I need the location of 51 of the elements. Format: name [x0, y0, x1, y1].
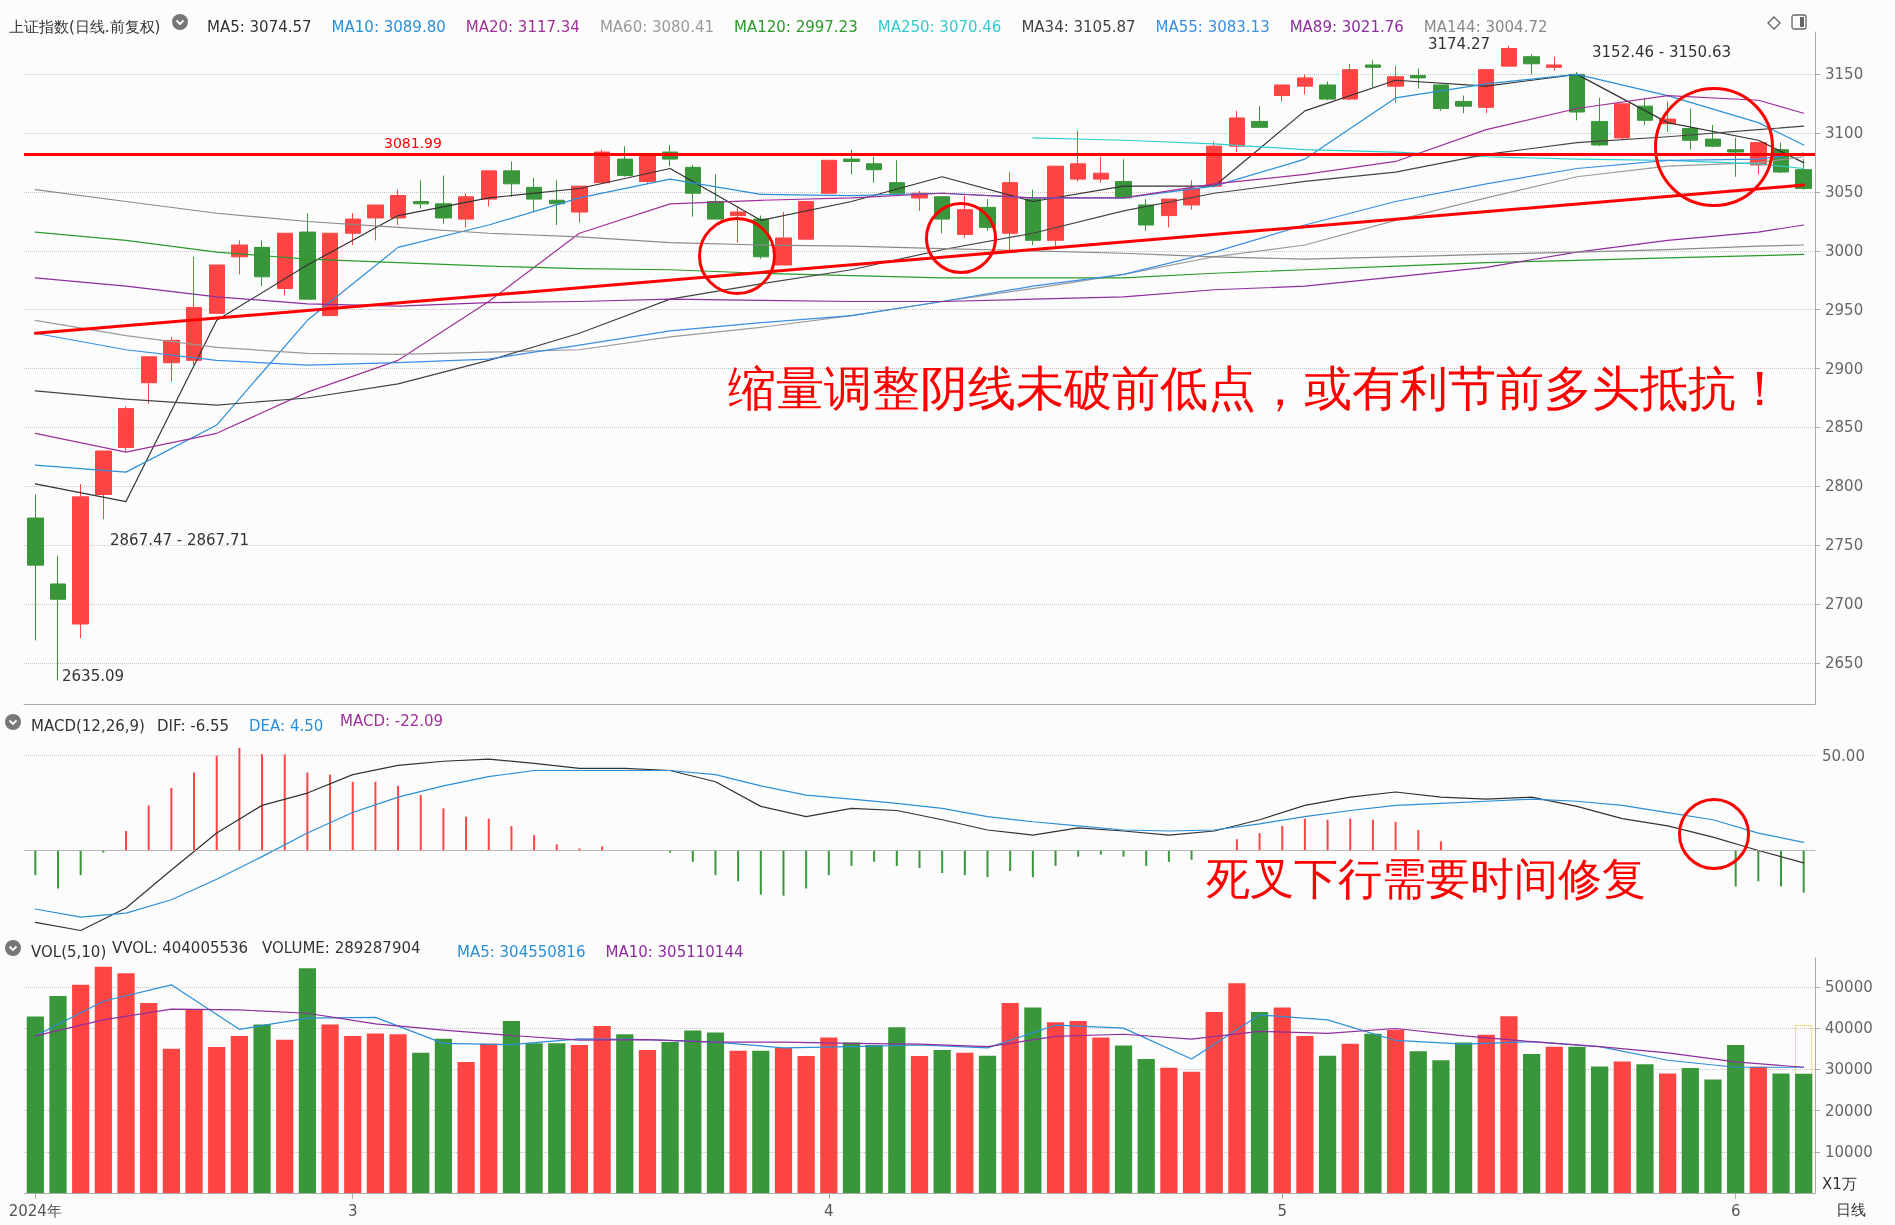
annotation: 3152.46 - 3150.63	[1592, 43, 1732, 61]
text: MA60: 3080.41	[599, 17, 715, 36]
chart-title: MACD(12,26,9)	[31, 716, 145, 735]
x-tick-label: 3	[347, 1201, 358, 1220]
x-tick-label: 6	[1730, 1201, 1741, 1220]
text: MA10: 305110144	[605, 942, 744, 961]
text: MA10: 3089.80	[331, 17, 446, 36]
annotation: 死叉下行需要时间修复	[1206, 852, 1646, 904]
text: MA89: 3021.76	[1289, 17, 1404, 36]
text: MA55: 3083.13	[1155, 17, 1270, 36]
y-tick-label: 2850	[1825, 418, 1864, 437]
y-tick-label: 3050	[1825, 183, 1864, 202]
annotation: 3174.27	[1427, 35, 1490, 53]
text: MA120: 2997.23	[734, 17, 858, 36]
x-tick-label: 4	[824, 1201, 834, 1220]
text: VOLUME: 289287904	[262, 939, 421, 957]
y-tick-label: 2800	[1825, 477, 1864, 496]
y-tick-label: 10000	[1825, 1142, 1873, 1161]
y-tick-label: 20000	[1825, 1101, 1873, 1120]
y-tick-label: 3000	[1825, 241, 1864, 260]
text: 日线	[1836, 1201, 1866, 1219]
y-tick-label: 3150	[1825, 65, 1864, 84]
y-tick-label: 2650	[1825, 653, 1864, 672]
annotation: 2867.47 - 2867.71	[110, 531, 250, 549]
text: MACD: -22.09	[340, 712, 444, 730]
y-tick-label: 3100	[1825, 124, 1864, 143]
text: DEA: 4.50	[249, 716, 324, 735]
text: VVOL: 404005536	[112, 939, 249, 957]
y-tick-label: 2900	[1825, 359, 1864, 378]
text: MA5: 304550816	[457, 942, 586, 961]
annotation: 缩量调整阴线未破前低点，或有利节前多头抵抗！	[728, 360, 1784, 416]
text: MA250: 3070.46	[877, 17, 1002, 36]
text: MA20: 3117.34	[465, 17, 580, 36]
y-tick-label: 2700	[1825, 594, 1864, 613]
y-tick-label: 30000	[1825, 1060, 1873, 1079]
y-tick-label: 2950	[1825, 300, 1864, 319]
text: DIF: -6.55	[157, 716, 230, 735]
annotation: 2635.09	[62, 667, 125, 685]
text: X1万	[1822, 1175, 1857, 1193]
text: MA144: 3004.72	[1423, 17, 1548, 36]
y-tick-label: 50000	[1825, 977, 1873, 996]
text: 50.00	[1822, 747, 1865, 765]
x-tick-label: 2024年	[8, 1201, 62, 1220]
x-tick-label: 5	[1277, 1201, 1288, 1220]
y-tick-label: 2750	[1825, 536, 1864, 555]
text: MA5: 3074.57	[207, 17, 312, 36]
text: MA34: 3105.87	[1021, 17, 1136, 36]
chart-title: 上证指数(日线.前复权)	[9, 17, 161, 36]
ref-line-label: 3081.99	[384, 135, 442, 152]
y-tick-label: 40000	[1825, 1019, 1873, 1038]
chart-title: VOL(5,10)	[31, 942, 107, 961]
